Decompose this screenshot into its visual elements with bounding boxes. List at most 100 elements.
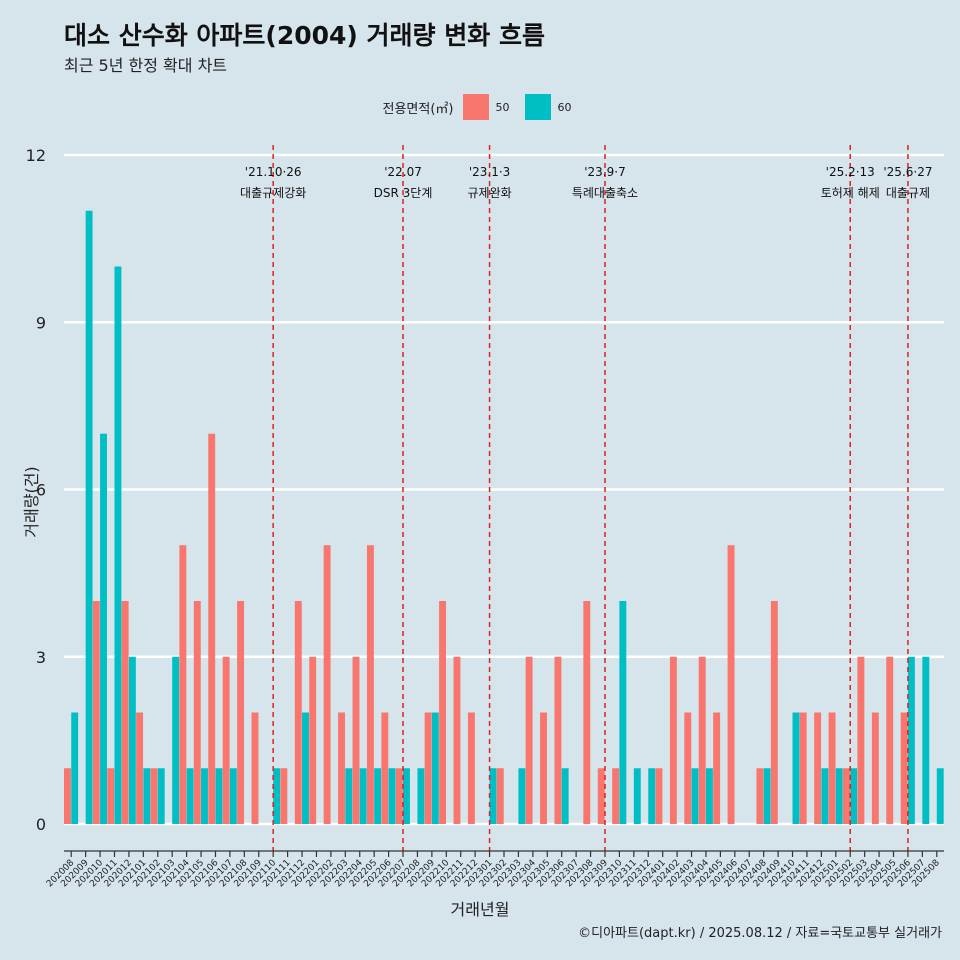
legend-swatch-50 bbox=[463, 94, 490, 120]
x-axis-label: 거래년월 bbox=[450, 900, 510, 919]
bar-50-202506 bbox=[900, 712, 908, 824]
bar-60-202112 bbox=[302, 712, 309, 824]
event-label: 규제완화 bbox=[467, 186, 511, 200]
bar-60-202101 bbox=[143, 768, 151, 824]
bar-60-202311 bbox=[633, 768, 641, 824]
bar-50-202501 bbox=[828, 712, 836, 824]
legend-label-60: 60 bbox=[557, 100, 572, 114]
bar-50-202310 bbox=[612, 768, 620, 824]
bar-50-202309 bbox=[597, 768, 605, 824]
bar-60-202404 bbox=[705, 768, 713, 824]
bar-60-202206 bbox=[388, 768, 396, 824]
bar-50-202408 bbox=[756, 768, 764, 824]
bar-50-202206 bbox=[381, 712, 389, 824]
bar-50-202012 bbox=[121, 601, 129, 824]
bar-60-202203 bbox=[345, 768, 353, 824]
bar-50-202304 bbox=[525, 656, 533, 824]
event-label: 특례대출축소 bbox=[572, 186, 638, 200]
y-tick-label: 12 bbox=[26, 146, 46, 165]
legend: 전용면적(㎡) 50 60 bbox=[0, 92, 960, 122]
event-label: 대출규제 bbox=[886, 186, 930, 200]
bar-60-202408 bbox=[763, 768, 771, 824]
bar-50-202107 bbox=[222, 656, 230, 824]
y-tick-label: 6 bbox=[36, 481, 46, 500]
bar-50-202108 bbox=[237, 601, 245, 824]
y-tick-label: 3 bbox=[36, 648, 46, 667]
y-tick-label: 0 bbox=[36, 815, 46, 834]
bar-50-202011 bbox=[107, 768, 115, 824]
bar-50-202211 bbox=[453, 656, 461, 824]
bar-50-202305 bbox=[540, 712, 547, 824]
event-label: DSR 3단계 bbox=[374, 186, 433, 200]
bar-50-202505 bbox=[886, 656, 894, 824]
bar-50-202401 bbox=[655, 768, 663, 824]
bar-50-202308 bbox=[583, 601, 591, 824]
event-label: 토허제 해제 bbox=[821, 186, 880, 200]
bar-50-202409 bbox=[770, 601, 778, 824]
event-date: '25.6·27 bbox=[883, 165, 932, 179]
bar-60-202501 bbox=[835, 768, 843, 824]
bar-60-202508 bbox=[936, 768, 944, 824]
bar-60-202105 bbox=[201, 768, 208, 824]
bar-60-202207 bbox=[403, 768, 410, 824]
bar-50-202105 bbox=[193, 601, 201, 824]
bar-50-202403 bbox=[684, 712, 692, 824]
bar-50-202102 bbox=[150, 768, 158, 824]
bar-50-202203 bbox=[338, 712, 346, 824]
bar-60-202107 bbox=[229, 768, 237, 824]
bar-60-202009 bbox=[85, 210, 93, 824]
event-date: '25.2·13 bbox=[826, 165, 875, 179]
bar-60-202110 bbox=[273, 768, 281, 824]
bar-60-202011 bbox=[114, 266, 122, 824]
bar-50-202406 bbox=[727, 545, 735, 824]
bar-60-202403 bbox=[691, 768, 699, 824]
legend-title: 전용면적(㎡) bbox=[382, 101, 454, 117]
bar-60-202008 bbox=[71, 712, 79, 824]
bar-50-202010 bbox=[92, 601, 100, 824]
bar-50-202306 bbox=[554, 656, 562, 824]
bar-50-202207 bbox=[395, 768, 403, 824]
bar-50-202405 bbox=[713, 712, 721, 824]
bar-50-202404 bbox=[698, 656, 706, 824]
bar-50-202111 bbox=[280, 768, 288, 824]
bar-60-202312 bbox=[648, 768, 656, 824]
event-date: '23.1·3 bbox=[469, 165, 510, 179]
bar-60-202410 bbox=[792, 712, 800, 824]
y-tick-label: 9 bbox=[36, 313, 46, 332]
bar-50-202302 bbox=[496, 768, 504, 824]
bar-50-202008 bbox=[64, 768, 71, 824]
y-axis-label: 거래량(건) bbox=[22, 466, 41, 538]
bar-60-202106 bbox=[215, 768, 223, 824]
bar-50-202201 bbox=[309, 656, 317, 824]
bar-60-202310 bbox=[619, 601, 627, 824]
bar-60-202301 bbox=[489, 768, 497, 824]
bar-50-202502 bbox=[843, 768, 850, 824]
bar-50-202202 bbox=[323, 545, 331, 824]
legend-label-50: 50 bbox=[495, 100, 510, 114]
chart-subtitle: 최근 5년 한정 확대 차트 bbox=[64, 56, 228, 75]
bar-60-202306 bbox=[561, 768, 569, 824]
bar-60-202208 bbox=[417, 768, 425, 824]
bar-60-202412 bbox=[821, 768, 829, 824]
bar-60-202102 bbox=[157, 768, 165, 824]
event-label: 대출규제강화 bbox=[240, 186, 306, 200]
caption: ©디아파트(dapt.kr) / 2025.08.12 / 자료=국토교통부 실… bbox=[578, 926, 942, 941]
chart-title: 대소 산수화 아파트(2004) 거래량 변화 흐름 bbox=[64, 21, 545, 50]
bar-60-202104 bbox=[186, 768, 194, 824]
bar-50-202109 bbox=[251, 712, 259, 824]
bar-50-202209 bbox=[424, 712, 432, 824]
legend-swatch-60 bbox=[525, 94, 552, 120]
bar-50-202411 bbox=[799, 712, 807, 824]
bar-60-202103 bbox=[172, 656, 180, 824]
bar-60-202507 bbox=[922, 656, 930, 824]
event-date: '23.9·7 bbox=[584, 165, 625, 179]
bar-50-202503 bbox=[857, 656, 865, 824]
event-date: '22.07 bbox=[384, 165, 422, 179]
bar-60-202506 bbox=[907, 656, 915, 824]
bar-60-202502 bbox=[850, 768, 858, 824]
bar-60-202010 bbox=[100, 433, 107, 824]
bar-50-202402 bbox=[669, 656, 677, 824]
bar-60-202012 bbox=[128, 656, 136, 824]
bar-50-202104 bbox=[179, 545, 187, 824]
